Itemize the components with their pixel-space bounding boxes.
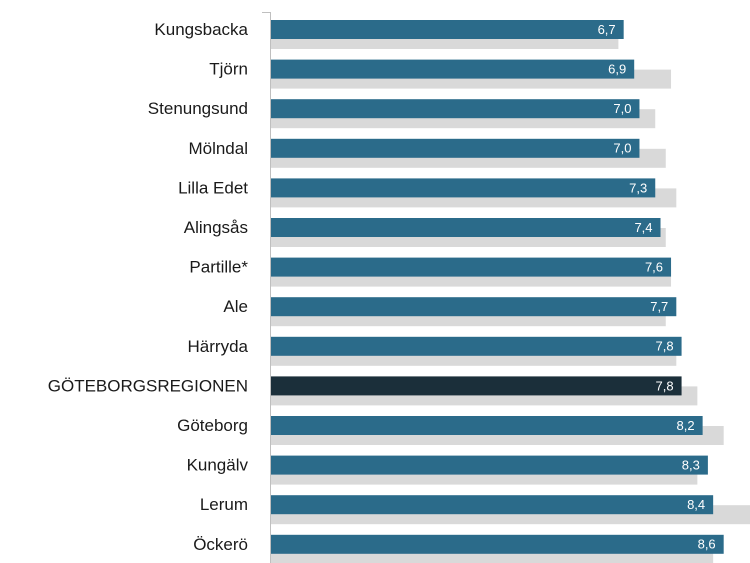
value-label: 7,7	[650, 299, 668, 314]
bar	[271, 297, 677, 317]
bar	[271, 495, 714, 515]
value-label: 7,0	[613, 101, 631, 116]
bar	[271, 416, 703, 435]
category-label: GÖTEBORGSREGIONEN	[48, 376, 248, 395]
value-label: 8,3	[682, 458, 700, 473]
bar	[271, 376, 682, 396]
category-label: Stenungsund	[148, 99, 248, 118]
category-label: Tjörn	[209, 60, 248, 79]
category-label: Göteborg	[177, 416, 248, 435]
bar	[271, 20, 624, 39]
category-label: Ale	[223, 297, 248, 316]
value-label: 8,4	[687, 497, 705, 512]
value-label: 7,4	[634, 220, 652, 235]
bar	[271, 455, 708, 475]
bar	[271, 534, 724, 554]
category-label: Kungsbacka	[154, 20, 248, 39]
bar	[271, 99, 640, 119]
bar	[271, 59, 635, 79]
bar	[271, 178, 656, 198]
value-label: 6,9	[608, 62, 626, 77]
value-label: 7,3	[629, 180, 647, 195]
value-label: 6,7	[598, 22, 616, 37]
bar	[271, 257, 672, 277]
category-label: Öckerö	[193, 535, 248, 554]
category-label: Lerum	[200, 495, 248, 514]
value-label: 7,8	[655, 378, 673, 393]
bar	[271, 138, 640, 158]
category-label: Mölndal	[188, 139, 248, 158]
value-label: 7,0	[613, 141, 631, 156]
value-label: 7,6	[645, 260, 663, 275]
category-label: Kungälv	[187, 456, 249, 475]
bar	[271, 218, 661, 237]
category-label: Alingsås	[184, 218, 248, 237]
value-label: 7,8	[655, 339, 673, 354]
value-label: 8,6	[698, 537, 716, 552]
value-label: 8,2	[677, 418, 695, 433]
category-label: Partille*	[189, 258, 248, 277]
category-label: Härryda	[188, 337, 249, 356]
category-label: Lilla Edet	[178, 178, 248, 197]
bar	[271, 336, 682, 356]
